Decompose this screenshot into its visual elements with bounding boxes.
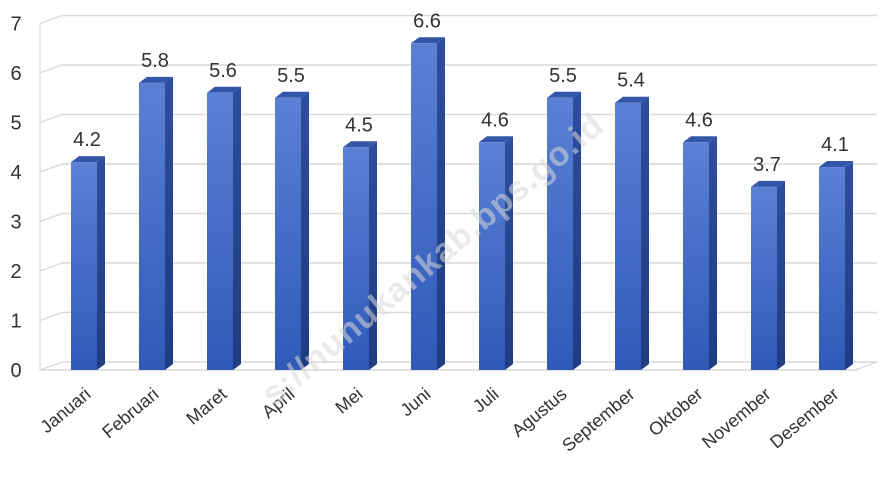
gridline-depth bbox=[39, 163, 63, 173]
data-label: 5.6 bbox=[209, 60, 237, 82]
bar-side bbox=[301, 91, 309, 370]
x-tick-label: Oktober bbox=[645, 384, 707, 440]
bar-side bbox=[97, 156, 105, 370]
y-tick-label: 1 bbox=[10, 311, 21, 333]
bar-top bbox=[275, 91, 309, 98]
bar-top bbox=[683, 136, 717, 143]
bar-side bbox=[641, 96, 649, 370]
y-tick-label: 7 bbox=[10, 14, 21, 36]
bar-side bbox=[233, 86, 241, 371]
bar-top bbox=[207, 86, 241, 93]
x-tick-label: Mei bbox=[331, 384, 366, 418]
bar bbox=[139, 76, 173, 371]
bar-side bbox=[165, 76, 173, 371]
data-label: 5.5 bbox=[549, 65, 577, 87]
bar-side bbox=[369, 141, 377, 370]
y-tick-label: 4 bbox=[10, 162, 21, 184]
x-tick-label: Desember bbox=[766, 384, 842, 453]
gridline-depth bbox=[39, 14, 63, 25]
gridline-depth bbox=[39, 262, 63, 272]
x-tick-label: Januari bbox=[36, 384, 94, 437]
bar bbox=[751, 180, 785, 370]
bar-top bbox=[615, 96, 649, 103]
bar-front bbox=[207, 92, 233, 371]
gridline-depth bbox=[39, 113, 63, 124]
bar-front bbox=[275, 97, 301, 370]
x-tick-label: Agustus bbox=[508, 384, 571, 441]
bar-front bbox=[71, 162, 97, 370]
bar-side bbox=[505, 136, 513, 370]
bar bbox=[479, 136, 513, 370]
bar bbox=[71, 156, 105, 370]
data-label: 3.7 bbox=[753, 154, 781, 176]
axes bbox=[39, 23, 878, 371]
bar-top bbox=[751, 180, 785, 187]
data-label: 5.4 bbox=[617, 70, 645, 92]
y-tick-label: 0 bbox=[10, 360, 21, 382]
data-label: 5.8 bbox=[141, 50, 169, 72]
bars bbox=[71, 37, 853, 371]
bar-front bbox=[479, 142, 505, 370]
data-label: 5.5 bbox=[277, 65, 305, 87]
gridline-depth bbox=[39, 311, 63, 322]
bar-front bbox=[139, 82, 165, 371]
bar-top bbox=[343, 141, 377, 148]
data-label: 4.1 bbox=[821, 134, 849, 156]
bar-top bbox=[139, 76, 173, 83]
bar-front bbox=[819, 167, 845, 370]
bar-front bbox=[751, 186, 777, 370]
bar bbox=[411, 37, 445, 371]
bar bbox=[343, 141, 377, 370]
bar bbox=[683, 136, 717, 370]
gridline-depth bbox=[39, 361, 63, 371]
gridline-depth bbox=[39, 212, 63, 223]
y-tick-label: 6 bbox=[10, 63, 21, 85]
bar-top bbox=[411, 37, 445, 44]
bar-front bbox=[683, 142, 709, 370]
y-tick-label: 3 bbox=[10, 212, 21, 234]
bar bbox=[275, 91, 309, 370]
x-tick-label: Juli bbox=[469, 384, 503, 417]
bar-side bbox=[573, 91, 581, 370]
x-tick-label: November bbox=[698, 384, 774, 453]
y-tick-label: 2 bbox=[10, 261, 21, 283]
bar-side bbox=[437, 37, 445, 371]
bar-front bbox=[615, 102, 641, 370]
data-label: 4.2 bbox=[73, 129, 101, 151]
bar-side bbox=[845, 161, 853, 370]
bar-top bbox=[547, 91, 581, 98]
data-label: 6.6 bbox=[413, 10, 441, 32]
floor-edge bbox=[854, 361, 878, 371]
x-tick-label: Februari bbox=[98, 384, 162, 442]
bar-front bbox=[547, 97, 573, 370]
y-tick-label: 5 bbox=[10, 113, 21, 135]
data-label: 4.6 bbox=[481, 109, 509, 131]
gridline-depth bbox=[39, 64, 63, 74]
x-tick-label: Juni bbox=[396, 384, 434, 421]
bar bbox=[547, 91, 581, 370]
bar-top bbox=[71, 156, 105, 163]
x-tick-label: Maret bbox=[182, 384, 230, 429]
bar bbox=[819, 161, 853, 370]
bar-front bbox=[411, 43, 437, 371]
data-label: 4.5 bbox=[345, 114, 373, 136]
gridlines bbox=[39, 14, 877, 371]
bar bbox=[207, 86, 241, 371]
bar-top bbox=[819, 161, 853, 168]
bar-side bbox=[709, 136, 717, 370]
bar bbox=[615, 96, 649, 370]
bar-side bbox=[777, 180, 785, 370]
bar-top bbox=[479, 136, 513, 143]
x-tick-label: September bbox=[558, 384, 638, 456]
data-label: 4.6 bbox=[685, 109, 713, 131]
bar-front bbox=[343, 147, 369, 370]
